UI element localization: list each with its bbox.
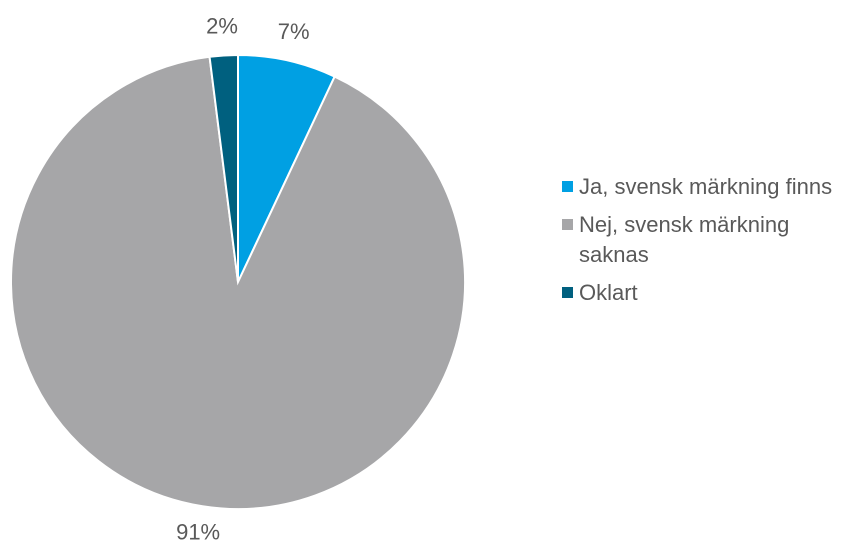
legend-entry: Ja, svensk märkning finns	[562, 172, 862, 202]
legend-entry: Nej, svensk märkning saknas	[562, 210, 862, 270]
data-label: 2%	[206, 13, 238, 38]
legend: Ja, svensk märkning finns Nej, svensk mär…	[562, 172, 862, 316]
pie-slice	[10, 55, 466, 510]
legend-entry: Oklart	[562, 278, 862, 308]
legend-swatch	[562, 219, 573, 230]
legend-swatch	[562, 181, 573, 192]
data-label: 7%	[278, 19, 310, 44]
pie-slice	[208, 53, 239, 283]
legend-label: Nej, svensk märkning saknas	[579, 212, 790, 267]
legend-swatch	[562, 287, 573, 298]
legend-label: Ja, svensk märkning finns	[579, 174, 833, 199]
data-label: 91%	[176, 520, 220, 545]
legend-label: Oklart	[579, 280, 638, 305]
